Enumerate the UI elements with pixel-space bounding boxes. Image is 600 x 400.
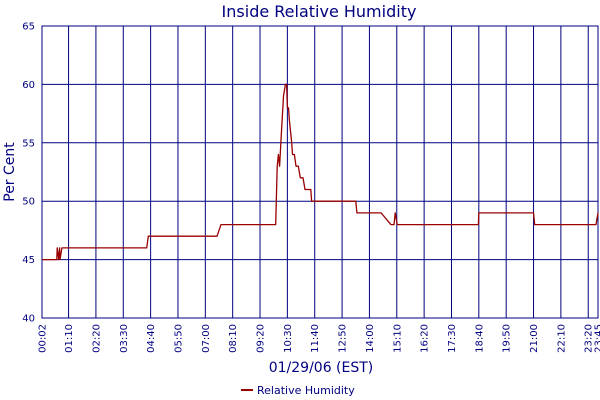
x-tick-label: 07:00 [201,324,212,353]
chart-title: Inside Relative Humidity [222,2,417,21]
x-tick-label: 17:30 [447,324,458,353]
y-tick-label: 45 [22,255,35,266]
x-tick-label: 21:00 [529,324,540,353]
y-tick-label: 50 [22,197,35,208]
x-tick-label: 05:50 [173,324,184,353]
x-tick-label: 11:40 [310,324,321,353]
x-tick-label: 09:20 [256,324,267,353]
y-tick-label: 40 [22,314,35,325]
grid-lines [42,26,598,318]
y-tick-label: 60 [22,80,35,91]
x-tick-label: 03:30 [119,324,130,353]
x-tick-label: 19:50 [502,324,513,353]
x-axis-label: 01/29/06 (EST) [269,360,374,376]
x-tick-label: 22:10 [556,324,567,353]
plot-area [41,25,599,319]
x-tick-label: 10:30 [283,324,294,353]
y-axis-ticks: 40 45 50 55 60 65 [22,22,35,325]
x-tick-label: 00:02 [38,324,49,353]
y-tick-label: 55 [22,138,35,149]
y-tick-label: 65 [22,22,35,33]
x-tick-label: 08:10 [228,324,239,353]
x-tick-label: 14:00 [365,324,376,353]
x-tick-label: 23:20 [584,324,595,353]
series-group [42,83,599,261]
legend: Relative Humidity [241,384,355,397]
x-tick-label: 23:45 [594,324,600,353]
x-tick-label: 16:20 [420,324,431,353]
x-tick-label: 18:40 [474,324,485,353]
x-tick-label: 01:10 [64,324,75,353]
x-axis-ticks: 00:02 01:10 02:20 03:30 04:40 05:50 07:00 08:10… [38,324,600,353]
legend-label: Relative Humidity [257,384,355,397]
x-tick-label: 15:10 [392,324,403,353]
x-tick-label: 04:40 [146,324,157,353]
y-axis-label: Per Cent [2,142,18,202]
series-line [42,83,599,261]
x-tick-label: 12:50 [338,324,349,353]
x-tick-label: 02:20 [91,324,102,353]
